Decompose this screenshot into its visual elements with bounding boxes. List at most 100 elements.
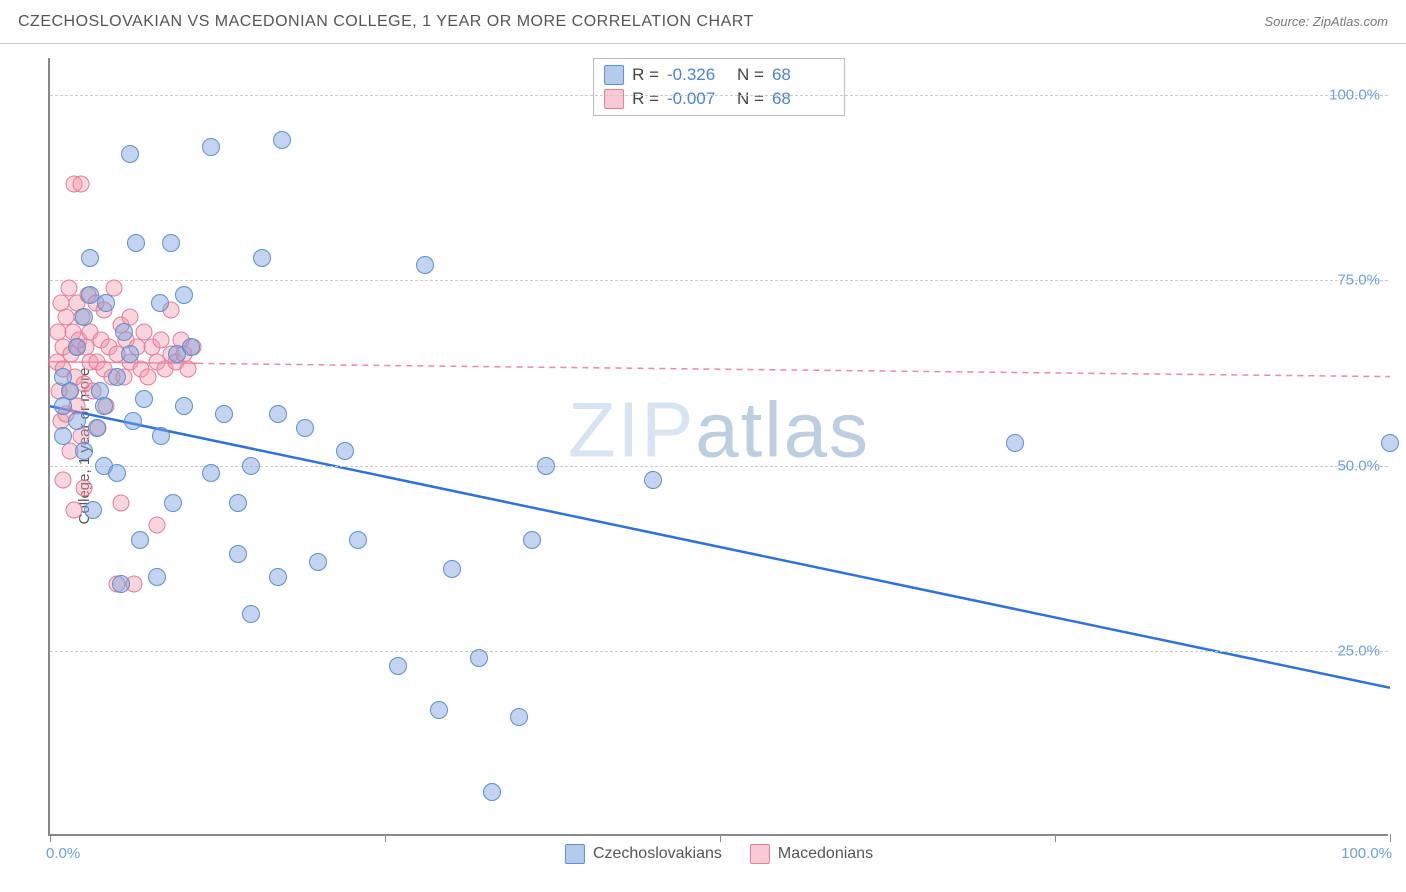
- data-point-blue: [296, 419, 314, 437]
- blue-n-value: 68: [772, 65, 834, 85]
- data-point-pink: [113, 494, 130, 511]
- data-point-blue: [131, 531, 149, 549]
- data-point-blue: [202, 464, 220, 482]
- data-point-blue: [115, 323, 133, 341]
- data-point-blue: [108, 464, 126, 482]
- data-point-blue: [1006, 434, 1024, 452]
- data-point-blue: [416, 256, 434, 274]
- data-point-blue: [510, 708, 528, 726]
- r-label: R =: [632, 65, 659, 85]
- data-point-blue: [88, 419, 106, 437]
- watermark: ZIPatlas: [568, 385, 870, 476]
- data-point-blue: [127, 234, 145, 252]
- data-point-blue: [537, 457, 555, 475]
- data-point-blue: [75, 442, 93, 460]
- r-label: R =: [632, 89, 659, 109]
- data-point-blue: [523, 531, 541, 549]
- data-point-blue: [175, 286, 193, 304]
- data-point-blue: [124, 412, 142, 430]
- data-point-blue: [202, 138, 220, 156]
- data-point-blue: [242, 605, 260, 623]
- data-point-blue: [68, 412, 86, 430]
- y-tick-label: 50.0%: [1337, 457, 1380, 474]
- data-point-blue: [135, 390, 153, 408]
- data-point-blue: [68, 338, 86, 356]
- data-point-blue: [309, 553, 327, 571]
- x-tick: [50, 834, 51, 842]
- data-point-blue: [81, 249, 99, 267]
- svg-overlay: [50, 58, 1390, 836]
- data-point-pink: [139, 368, 156, 385]
- data-point-blue: [108, 368, 126, 386]
- pink-r-value: -0.007: [667, 89, 729, 109]
- legend-item-pink: Macedonians: [750, 844, 873, 864]
- data-point-blue: [151, 294, 169, 312]
- data-point-pink: [72, 175, 89, 192]
- data-point-blue: [269, 568, 287, 586]
- data-point-blue: [443, 560, 461, 578]
- data-point-blue: [644, 471, 662, 489]
- legend-item-blue: Czechoslovakians: [565, 844, 722, 864]
- data-point-blue: [349, 531, 367, 549]
- plot-area: ZIPatlas R = -0.326 N = 68 R = -0.007 N …: [48, 58, 1388, 836]
- data-point-blue: [242, 457, 260, 475]
- n-label: N =: [737, 89, 764, 109]
- data-point-blue: [273, 131, 291, 149]
- chart-source: Source: ZipAtlas.com: [1264, 14, 1388, 29]
- legend-pink-label: Macedonians: [778, 845, 873, 863]
- data-point-blue: [229, 545, 247, 563]
- x-tick: [720, 834, 721, 842]
- data-point-blue: [229, 494, 247, 512]
- data-point-blue: [253, 249, 271, 267]
- data-point-blue: [430, 701, 448, 719]
- data-point-blue: [175, 397, 193, 415]
- data-point-pink: [75, 479, 92, 496]
- data-point-blue: [1381, 434, 1399, 452]
- gridline: [50, 95, 1388, 96]
- data-point-blue: [61, 382, 79, 400]
- data-point-blue: [95, 397, 113, 415]
- n-label: N =: [737, 65, 764, 85]
- data-point-blue: [121, 345, 139, 363]
- swatch-blue-icon: [604, 65, 624, 85]
- gridline: [50, 280, 1388, 281]
- y-tick-label: 75.0%: [1337, 272, 1380, 289]
- x-axis-min-label: 0.0%: [46, 845, 80, 862]
- data-point-pink: [180, 361, 197, 378]
- data-point-pink: [55, 472, 72, 489]
- x-axis-max-label: 100.0%: [1341, 845, 1392, 862]
- pink-n-value: 68: [772, 89, 834, 109]
- gridline: [50, 651, 1388, 652]
- legend-blue-label: Czechoslovakians: [593, 845, 722, 863]
- watermark-zip: ZIP: [568, 386, 695, 474]
- data-point-blue: [112, 575, 130, 593]
- series-legend: Czechoslovakians Macedonians: [565, 844, 873, 864]
- data-point-blue: [182, 338, 200, 356]
- data-point-blue: [148, 568, 166, 586]
- data-point-blue: [483, 783, 501, 801]
- data-point-blue: [97, 294, 115, 312]
- legend-row-pink: R = -0.007 N = 68: [604, 87, 834, 111]
- x-tick: [385, 834, 386, 842]
- data-point-blue: [152, 427, 170, 445]
- data-point-blue: [84, 501, 102, 519]
- data-point-blue: [121, 145, 139, 163]
- swatch-pink-icon: [750, 844, 770, 864]
- correlation-legend: R = -0.326 N = 68 R = -0.007 N = 68: [593, 58, 845, 116]
- chart-title: CZECHOSLOVAKIAN VS MACEDONIAN COLLEGE, 1…: [18, 13, 754, 31]
- y-tick-label: 100.0%: [1329, 87, 1380, 104]
- data-point-blue: [336, 442, 354, 460]
- y-tick-label: 25.0%: [1337, 642, 1380, 659]
- data-point-blue: [54, 427, 72, 445]
- x-tick: [1055, 834, 1056, 842]
- swatch-pink-icon: [604, 89, 624, 109]
- chart-header: CZECHOSLOVAKIAN VS MACEDONIAN COLLEGE, 1…: [0, 0, 1406, 44]
- data-point-pink: [149, 516, 166, 533]
- data-point-blue: [164, 494, 182, 512]
- data-point-blue: [269, 405, 287, 423]
- data-point-blue: [162, 234, 180, 252]
- data-point-pink: [66, 501, 83, 518]
- watermark-atlas: atlas: [695, 386, 870, 474]
- x-tick: [1390, 834, 1391, 842]
- legend-row-blue: R = -0.326 N = 68: [604, 63, 834, 87]
